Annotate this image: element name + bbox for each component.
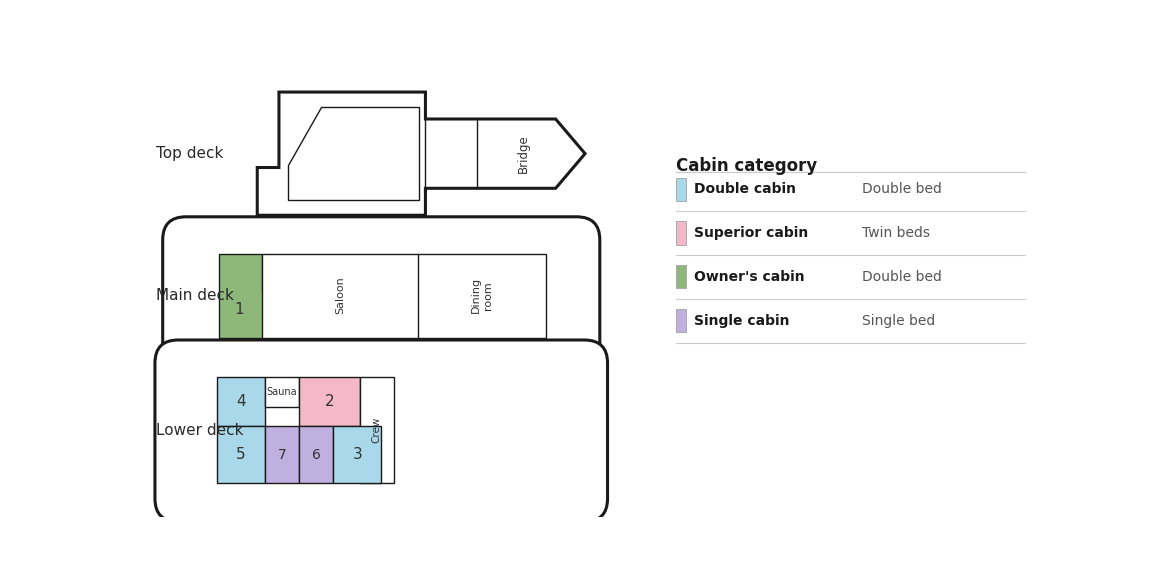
Polygon shape [257, 92, 585, 215]
Polygon shape [289, 107, 420, 200]
Text: Single bed: Single bed [862, 314, 935, 328]
Text: 2: 2 [325, 394, 334, 409]
Text: Crew: Crew [372, 417, 381, 443]
Text: Top deck: Top deck [156, 146, 224, 161]
Bar [676, 266, 686, 288]
Polygon shape [219, 254, 279, 339]
Bar [262, 254, 546, 339]
Bar [299, 426, 333, 483]
Bar [265, 426, 299, 483]
Bar [359, 377, 394, 483]
Text: Sauna: Sauna [267, 387, 298, 397]
Text: 6: 6 [312, 448, 321, 462]
Text: Dining
room: Dining room [471, 277, 493, 313]
Text: 5: 5 [236, 447, 246, 462]
Bar [299, 377, 359, 426]
Text: Double cabin: Double cabin [693, 182, 795, 196]
Text: Double bed: Double bed [862, 270, 941, 284]
Text: Owner's cabin: Owner's cabin [693, 270, 804, 284]
Bar [217, 426, 265, 483]
Text: Lower deck: Lower deck [156, 424, 245, 438]
Text: Double bed: Double bed [862, 182, 941, 196]
Bar [265, 377, 299, 407]
FancyBboxPatch shape [155, 340, 607, 522]
Text: 4: 4 [236, 394, 246, 409]
Text: Cabin category: Cabin category [676, 157, 817, 175]
Text: 1: 1 [234, 302, 243, 317]
Text: Single cabin: Single cabin [693, 314, 789, 328]
Text: 7: 7 [278, 448, 286, 462]
Text: Main deck: Main deck [156, 288, 234, 303]
Bar [217, 377, 265, 426]
Bar [676, 221, 686, 245]
Text: Superior cabin: Superior cabin [693, 226, 808, 240]
Bar [676, 178, 686, 200]
Text: Saloon: Saloon [335, 277, 345, 314]
Bar [676, 309, 686, 332]
Text: Bridge: Bridge [517, 134, 531, 173]
FancyBboxPatch shape [162, 217, 600, 374]
Text: Twin beds: Twin beds [862, 226, 930, 240]
Text: 3: 3 [352, 447, 362, 462]
Bar [333, 426, 381, 483]
